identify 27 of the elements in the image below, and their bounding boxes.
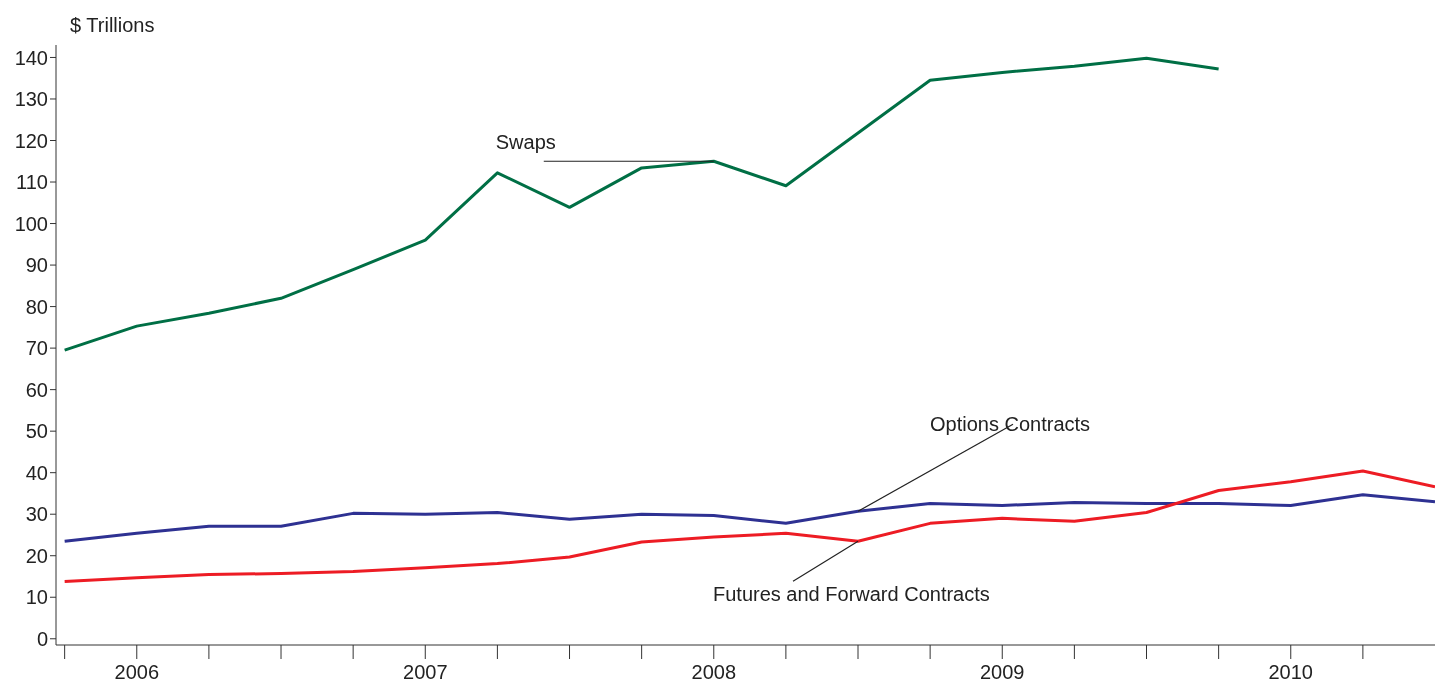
y-tick-label: 130: [14, 88, 48, 111]
text: Futures and Forward Contracts: [713, 583, 990, 606]
y-tick-label: 100: [14, 212, 48, 235]
series-label: Swaps: [495, 131, 556, 154]
line-series: [63, 493, 1435, 543]
y-tick-label: 60: [25, 378, 48, 401]
y-tick-label: 80: [25, 295, 48, 318]
y-tick-label: 10: [25, 586, 48, 609]
y-tick-label: 90: [25, 254, 48, 277]
y-tick-label: 0: [36, 627, 48, 650]
y-tick-label: 40: [25, 461, 48, 484]
y-tick-label: 110: [16, 171, 48, 194]
y-tick-label: 70: [25, 337, 48, 360]
y-tick-label: 120: [14, 129, 48, 152]
y-tick-label: 140: [14, 46, 48, 69]
x-tick-label: 2009: [980, 661, 1025, 684]
y-tick-label: 20: [25, 544, 48, 567]
y-tick-label: 30: [25, 503, 48, 526]
x-tick-label: 2007: [403, 661, 448, 684]
line-series: [63, 56, 1221, 352]
y-tick-label: 50: [25, 420, 48, 443]
y-axis-title: $ Trillions: [70, 14, 155, 37]
x-tick-label: 2008: [691, 661, 737, 684]
text: Options Contracts: [930, 413, 1091, 436]
line-series: [63, 469, 1435, 583]
x-tick-label: 2006: [114, 661, 160, 684]
x-tick-label: 2010: [1268, 661, 1313, 684]
